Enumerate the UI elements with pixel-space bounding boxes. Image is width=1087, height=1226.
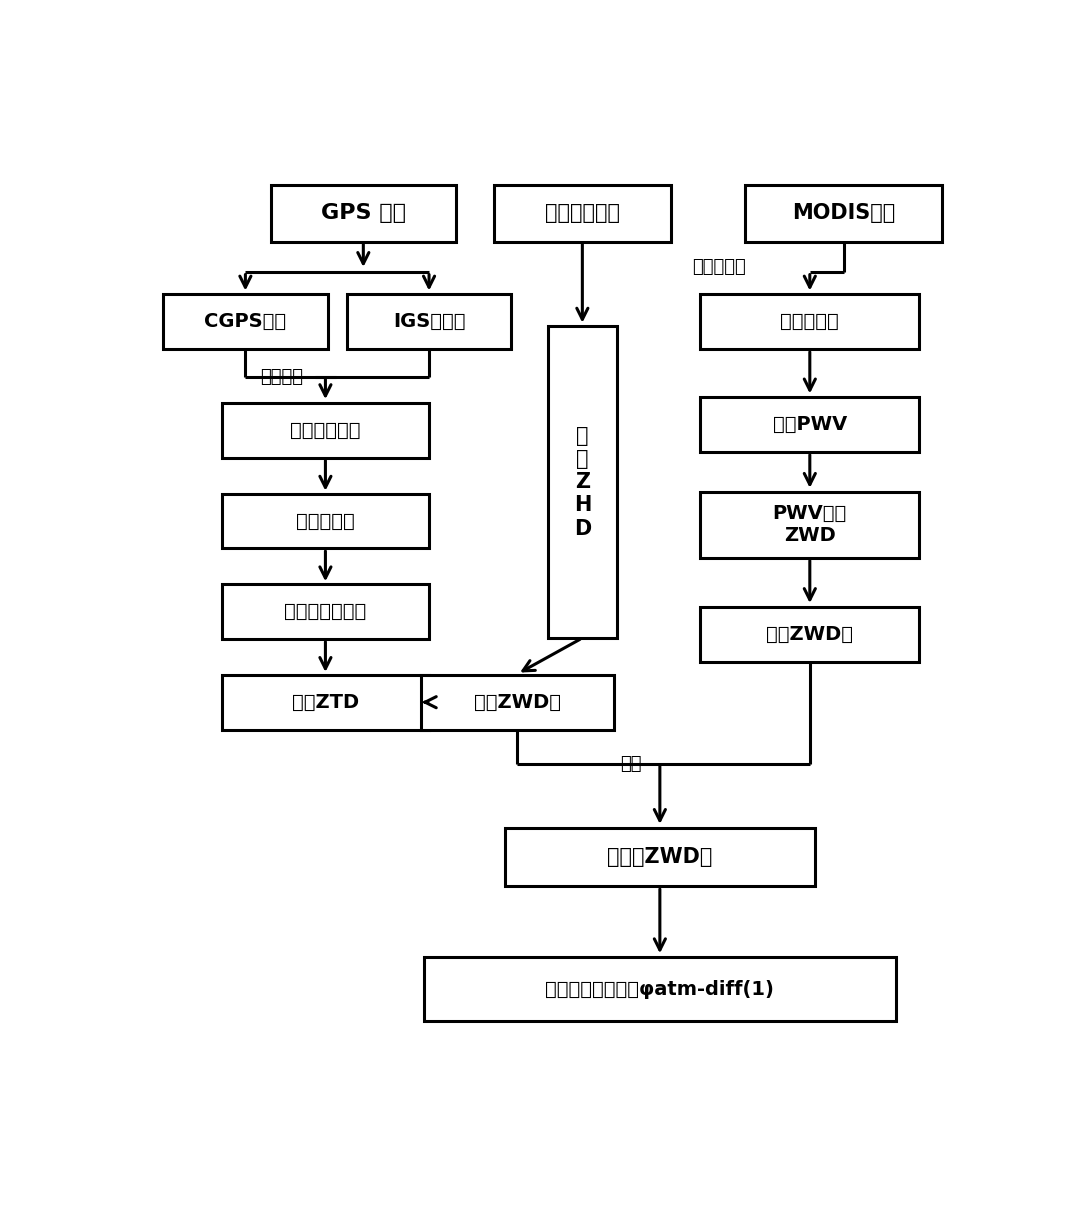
Text: 联合解算: 联合解算 — [261, 368, 303, 385]
FancyBboxPatch shape — [222, 585, 428, 639]
FancyBboxPatch shape — [222, 403, 428, 457]
FancyBboxPatch shape — [271, 185, 457, 242]
Text: 网平差计算: 网平差计算 — [296, 511, 354, 531]
Text: 计算ZWD値: 计算ZWD値 — [474, 693, 561, 712]
Text: 解
算
Z
H
D: 解 算 Z H D — [574, 425, 591, 538]
FancyBboxPatch shape — [700, 607, 920, 662]
Text: 计算ZWD値: 计算ZWD値 — [766, 625, 853, 644]
FancyBboxPatch shape — [421, 674, 614, 729]
FancyBboxPatch shape — [700, 294, 920, 349]
FancyBboxPatch shape — [504, 828, 815, 886]
Text: 解算ZTD: 解算ZTD — [291, 693, 359, 712]
Text: MODIS数据: MODIS数据 — [792, 204, 895, 223]
FancyBboxPatch shape — [700, 397, 920, 452]
FancyBboxPatch shape — [163, 294, 327, 349]
FancyBboxPatch shape — [424, 958, 896, 1021]
Text: IGS站数据: IGS站数据 — [392, 313, 465, 331]
FancyBboxPatch shape — [700, 492, 920, 558]
Text: GPS 数据: GPS 数据 — [321, 204, 405, 223]
Text: 云产品掩膜: 云产品掩膜 — [692, 257, 746, 276]
FancyBboxPatch shape — [548, 326, 617, 638]
FancyBboxPatch shape — [745, 185, 942, 242]
Text: 解算基线向量: 解算基线向量 — [290, 421, 361, 440]
Text: PWV转成
ZWD: PWV转成 ZWD — [773, 504, 847, 546]
Text: 转成大气延迟相位φatm-diff(1): 转成大气延迟相位φatm-diff(1) — [546, 980, 774, 999]
Text: 反演PWV: 反演PWV — [773, 416, 847, 434]
Text: 校正: 校正 — [621, 754, 641, 772]
Text: CGPS数据: CGPS数据 — [204, 313, 287, 331]
Text: 地面气象数据: 地面气象数据 — [545, 204, 620, 223]
FancyBboxPatch shape — [493, 185, 671, 242]
Text: 高精度三维坐标: 高精度三维坐标 — [285, 602, 366, 622]
Text: 校正后ZWD値: 校正后ZWD値 — [608, 847, 713, 867]
FancyBboxPatch shape — [347, 294, 511, 349]
FancyBboxPatch shape — [222, 494, 428, 548]
Text: 云影响去除: 云影响去除 — [780, 313, 839, 331]
FancyBboxPatch shape — [222, 674, 428, 729]
